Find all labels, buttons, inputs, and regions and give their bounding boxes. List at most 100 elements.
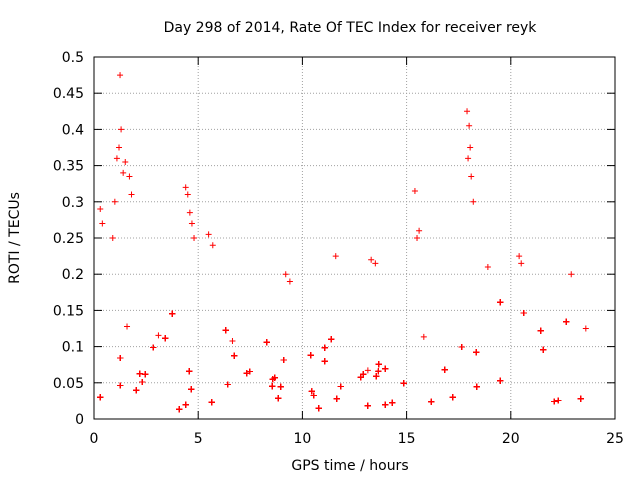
scatter-point <box>277 383 284 390</box>
scatter-point <box>118 126 125 133</box>
scatter-point <box>139 378 146 385</box>
scatter-point <box>360 371 367 378</box>
scatter-point <box>275 395 282 402</box>
scatter-point <box>382 401 389 408</box>
scatter-point <box>466 122 473 129</box>
scatter-point <box>188 220 195 227</box>
scatter-point <box>364 402 371 409</box>
scatter-points <box>97 72 589 413</box>
scatter-point <box>133 387 140 394</box>
scatter-point <box>368 256 375 263</box>
scatter-point <box>337 383 344 390</box>
y-tick-label: 0 <box>75 412 84 428</box>
scatter-point <box>231 352 238 359</box>
scatter-point <box>191 235 198 241</box>
scatter-point <box>307 352 314 359</box>
scatter-point <box>308 388 315 395</box>
scatter-point <box>111 198 118 205</box>
scatter-point <box>441 366 448 373</box>
scatter-point <box>467 144 474 151</box>
scatter-point <box>117 72 124 79</box>
scatter-point <box>484 263 491 270</box>
scatter-point <box>373 373 380 380</box>
chart-title: Day 298 of 2014, Rate Of TEC Index for r… <box>164 20 538 36</box>
scatter-point <box>97 206 104 213</box>
scatter-point <box>188 386 195 393</box>
scatter-point <box>142 371 149 378</box>
scatter-point <box>357 374 364 381</box>
scatter-point <box>372 260 379 267</box>
x-axis-title: GPS time / hours <box>291 458 408 474</box>
scatter-point <box>540 346 547 353</box>
x-tick-label: 5 <box>194 431 203 447</box>
scatter-point <box>186 368 193 375</box>
y-tick-label: 0.4 <box>62 122 84 138</box>
scatter-point <box>162 335 169 342</box>
scatter-point <box>282 271 289 278</box>
scatter-point <box>321 344 328 351</box>
x-tick-label: 25 <box>606 431 624 447</box>
scatter-point <box>420 333 427 340</box>
y-tick-label: 0.3 <box>62 195 84 211</box>
scatter-point <box>243 370 250 377</box>
scatter-point <box>414 235 421 241</box>
scatter-point <box>184 191 191 198</box>
scatter-point <box>375 361 382 368</box>
scatter-point <box>364 367 371 374</box>
grid <box>94 57 615 419</box>
scatter-point <box>224 381 231 388</box>
scatter-point <box>176 406 183 413</box>
y-tick-label: 0.5 <box>62 50 84 66</box>
scatter-point <box>182 184 189 191</box>
scatter-point <box>563 318 570 325</box>
y-axis-title: ROTI / TECUs <box>7 192 23 284</box>
scatter-point <box>113 155 120 162</box>
scatter-point <box>416 227 423 234</box>
scatter-point <box>458 343 465 350</box>
scatter-point <box>136 370 143 377</box>
scatter-point <box>389 399 396 406</box>
scatter-point <box>497 377 504 384</box>
scatter-point <box>120 169 127 176</box>
scatter-point <box>375 368 382 375</box>
scatter-point <box>518 260 525 267</box>
scatter-point <box>186 209 193 216</box>
scatter-point <box>169 310 176 317</box>
x-tick-label: 0 <box>90 431 99 447</box>
scatter-point <box>333 395 340 402</box>
scatter-point <box>208 399 215 406</box>
y-tick-label: 0.45 <box>53 86 84 102</box>
scatter-point <box>473 383 480 390</box>
scatter-point <box>209 242 216 249</box>
scatter-point <box>577 395 584 402</box>
scatter-point <box>205 231 212 238</box>
y-tick-label: 0.35 <box>53 159 84 175</box>
axis-ticks: 0 0.05 0.1 0.15 0.2 0.25 0.3 0.35 0.4 0.45 0.5 0 5 10… <box>53 50 624 447</box>
scatter-point <box>280 356 287 363</box>
y-tick-label: 0.1 <box>62 340 84 356</box>
scatter-point <box>464 108 471 115</box>
scatter-point <box>222 327 229 334</box>
scatter-point <box>497 299 504 306</box>
scatter-point <box>428 398 435 405</box>
x-tick-label: 15 <box>398 431 416 447</box>
scatter-point <box>332 253 339 260</box>
scatter-point <box>122 158 129 165</box>
scatter-point <box>582 325 589 332</box>
scatter-point <box>246 368 253 375</box>
scatter-point <box>229 337 236 344</box>
x-tick-label: 10 <box>293 431 311 447</box>
scatter-point <box>263 339 270 346</box>
scatter-point <box>124 323 131 330</box>
scatter-point <box>310 392 317 399</box>
scatter-point <box>128 191 135 198</box>
scatter-point <box>150 344 157 351</box>
scatter-point <box>328 336 335 343</box>
scatter-point <box>182 401 189 408</box>
scatter-point <box>411 187 418 194</box>
scatter-point <box>470 198 477 205</box>
scatter-point <box>97 394 104 401</box>
x-tick-label: 20 <box>502 431 520 447</box>
scatter-point <box>382 365 389 372</box>
